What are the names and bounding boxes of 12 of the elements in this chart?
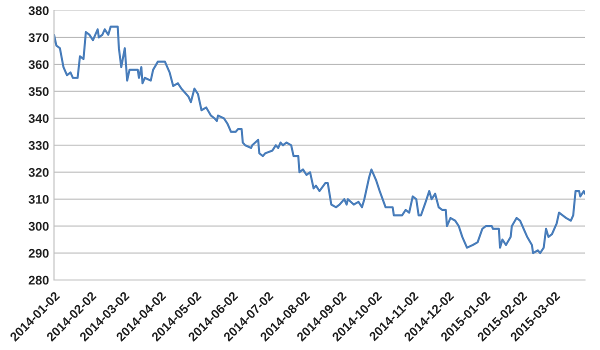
y-tick-label: 370: [28, 33, 49, 42]
y-tick-label: 340: [28, 114, 49, 123]
y-tick-label: 350: [28, 87, 49, 96]
y-tick-label: 320: [28, 168, 49, 177]
y-tick-label: 300: [28, 222, 49, 231]
y-tick-label: 310: [28, 194, 49, 204]
y-tick-label: 290: [28, 248, 49, 258]
y-tick-label: 380: [28, 6, 49, 16]
y-tick-label: 360: [28, 60, 49, 70]
y-tick-label: 280: [28, 276, 49, 285]
y-tick-label: 330: [28, 141, 49, 150]
line-series: [54, 26, 585, 254]
